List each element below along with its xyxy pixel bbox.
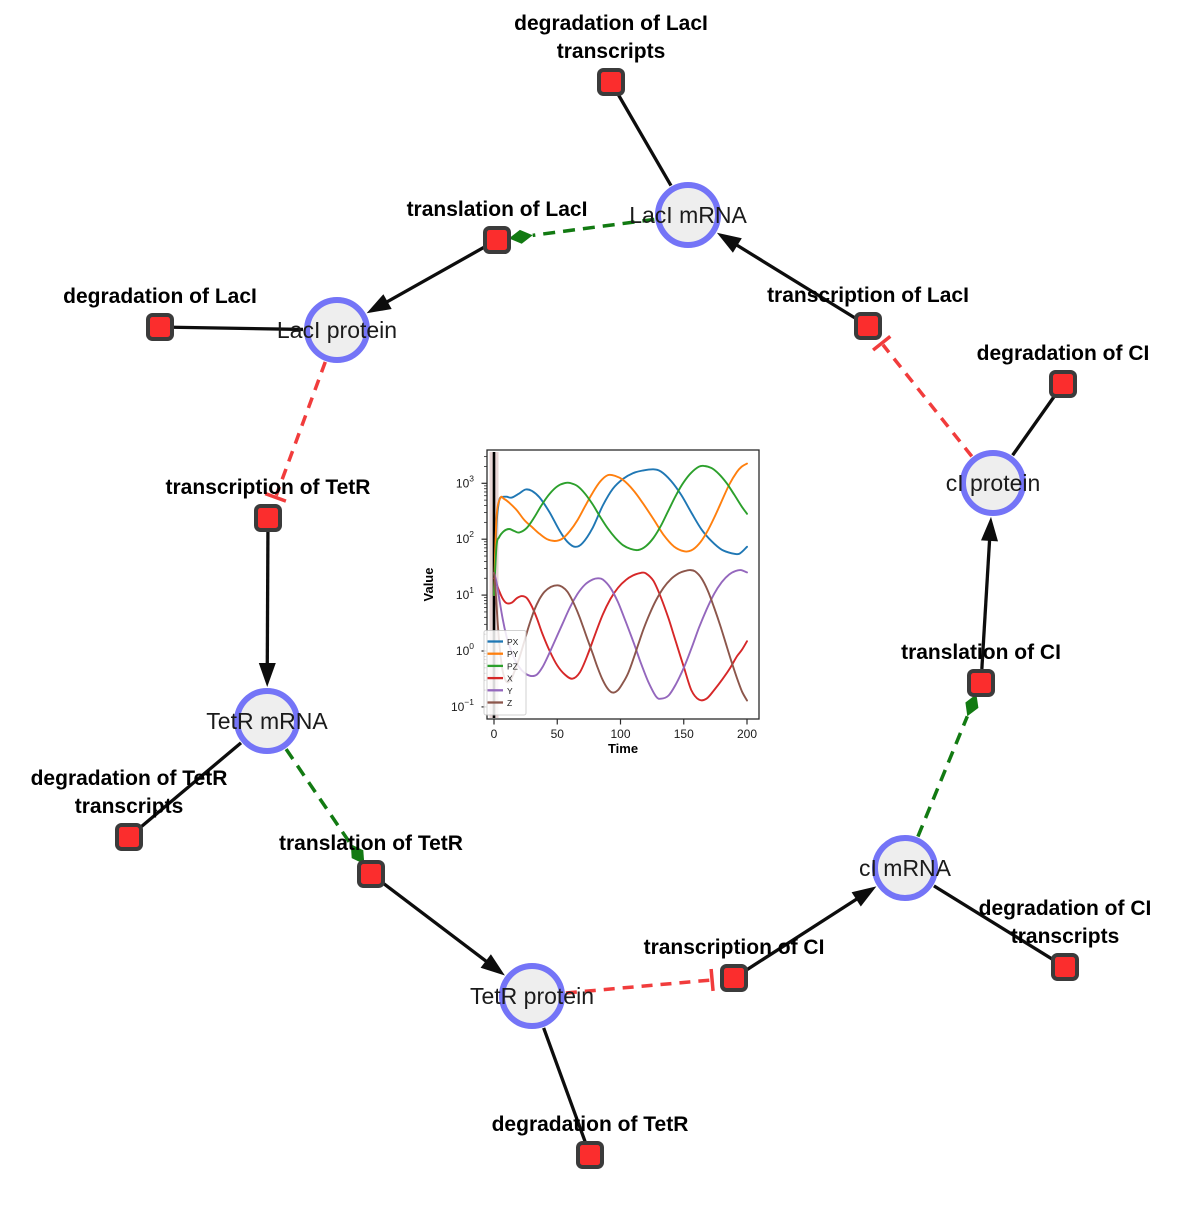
plot-background xyxy=(487,450,759,719)
edge-transl_ci-ci_prot xyxy=(980,516,998,670)
species-node-laci_mrna[interactable] xyxy=(655,182,721,248)
modifier-diamond-arrowhead xyxy=(965,694,979,717)
inhibition-tbar xyxy=(709,968,715,992)
labels-layer: degradation of LacI transcripts translatio… xyxy=(31,12,1152,1136)
edge-tetr_prot-tx_ci xyxy=(565,968,715,995)
reaction-label-tx_laci: transcription of LacI xyxy=(767,284,969,307)
reaction-node-tx_ci[interactable] xyxy=(720,964,748,992)
edge-ci_mrna-deg_ci_tx xyxy=(933,884,1055,962)
edge-laci_mrna-deg_laci_tx xyxy=(616,92,673,187)
y-tick-label: 100 xyxy=(456,641,474,658)
reaction-node-tx_laci[interactable] xyxy=(854,312,882,340)
species-node-ci_prot[interactable] xyxy=(960,450,1026,516)
reaction-label-tx_tetr: transcription of TetR xyxy=(166,476,371,499)
species-node-laci_prot[interactable] xyxy=(304,297,370,363)
legend-label-PY: PY xyxy=(507,649,519,659)
reaction-label-deg_tetr_tx: degradation of TetR xyxy=(31,767,228,790)
y-tick-label: 103 xyxy=(456,473,474,490)
reaction-node-transl_laci[interactable] xyxy=(483,226,511,254)
edge-laci_prot-deg_laci xyxy=(172,325,304,332)
reaction-label-deg_laci: degradation of LacI xyxy=(63,285,257,308)
species-node-ci_mrna[interactable] xyxy=(872,835,938,901)
reaction-node-deg_ci[interactable] xyxy=(1049,370,1077,398)
legend-label-PZ: PZ xyxy=(507,661,518,671)
x-tick-label: 150 xyxy=(674,727,694,741)
reaction-label-transl_tetr: translation of TetR xyxy=(279,832,463,855)
reaction-label-transl_ci: translation of CI xyxy=(901,641,1061,664)
series-line-PX xyxy=(493,468,748,597)
reaction-label-deg_tetr_tx: transcripts xyxy=(75,795,184,818)
species-label-ci_prot: cI protein xyxy=(946,470,1041,496)
reaction-label-deg_ci_tx: degradation of CI xyxy=(979,897,1152,920)
legend-box xyxy=(483,630,527,716)
edge-transl_laci-laci_prot xyxy=(366,245,486,314)
y-tick-label: 101 xyxy=(456,585,474,602)
edge-ci_prot-tx_laci xyxy=(872,334,974,458)
species-label-tetr_mrna: TetR mRNA xyxy=(206,708,328,734)
x-tick-label: 100 xyxy=(610,727,630,741)
legend-label-Y: Y xyxy=(507,686,513,696)
reaction-label-tx_ci: transcription of CI xyxy=(644,936,825,959)
modifier-diamond-arrowhead xyxy=(350,844,365,865)
reaction-label-deg_ci_tx: transcripts xyxy=(1011,925,1120,948)
x-axis-label: Time xyxy=(608,741,638,756)
y-tick-label: 102 xyxy=(456,529,474,546)
y-tick-label: 10−1 xyxy=(451,697,474,714)
edge-transl_tetr-tetr_prot xyxy=(381,881,505,976)
species-nodes-layer xyxy=(234,182,1026,1029)
edge-tetr_mrna-transl_tetr xyxy=(284,748,365,865)
x-tick-label: 50 xyxy=(551,727,565,741)
x-tick-label: 0 xyxy=(491,727,498,741)
reaction-label-transl_laci: translation of LacI xyxy=(407,198,588,221)
edge-laci_mrna-transl_laci xyxy=(508,217,655,244)
series-line-X xyxy=(493,571,748,702)
reaction-node-transl_ci[interactable] xyxy=(967,669,995,697)
chart-legend: PX PY PZ XYZ xyxy=(483,630,527,716)
reaction-nodes-layer xyxy=(115,68,1079,1169)
reaction-label-deg_tetr: degradation of TetR xyxy=(492,1113,689,1136)
plot-frame xyxy=(486,449,760,720)
legend-label-PX: PX xyxy=(507,637,519,647)
y-axis-label: Value xyxy=(421,568,436,602)
species-label-laci_mrna: LacI mRNA xyxy=(629,202,747,228)
series-line-PZ xyxy=(493,464,748,597)
edge-laci_prot-tx_tetr xyxy=(264,361,327,503)
species-node-tetr_mrna[interactable] xyxy=(234,688,300,754)
x-tick-label: 200 xyxy=(737,727,757,741)
inhibition-tbar xyxy=(264,491,287,503)
species-label-laci_prot: LacI protein xyxy=(277,317,397,343)
edge-tetr_mrna-deg_tetr_tx xyxy=(137,741,243,830)
edge-tx_laci-laci_mrna xyxy=(716,232,857,321)
edges-layer xyxy=(137,92,1057,1144)
species-label-tetr_prot: TetR protein xyxy=(470,983,594,1009)
modifier-diamond-arrowhead xyxy=(508,229,533,244)
reaction-label-deg_ci: degradation of CI xyxy=(977,342,1150,365)
reaction-node-deg_tetr_tx[interactable] xyxy=(115,823,143,851)
reaction-node-tx_tetr[interactable] xyxy=(254,504,282,532)
reaction-node-deg_ci_tx[interactable] xyxy=(1051,953,1079,981)
species-node-tetr_prot[interactable] xyxy=(499,963,565,1029)
reaction-node-deg_laci_tx[interactable] xyxy=(597,68,625,96)
legend-label-X: X xyxy=(507,674,513,684)
series-line-PY xyxy=(493,462,748,597)
reaction-node-deg_tetr[interactable] xyxy=(576,1141,604,1169)
species-label-ci_mrna: cI mRNA xyxy=(859,855,952,881)
edge-ci_mrna-transl_ci xyxy=(916,694,979,838)
reaction-node-transl_tetr[interactable] xyxy=(357,860,385,888)
edge-tetr_prot-deg_tetr xyxy=(542,1027,588,1144)
reaction-label-deg_laci_tx: transcripts xyxy=(557,40,666,63)
edge-tx_tetr-tetr_mrna xyxy=(258,531,276,687)
edge-tx_ci-ci_mrna xyxy=(744,886,877,972)
reaction-label-deg_laci_tx: degradation of LacI xyxy=(514,12,708,35)
reaction-node-deg_laci[interactable] xyxy=(146,313,174,341)
legend-label-Z: Z xyxy=(507,698,512,708)
edge-ci_prot-deg_ci xyxy=(1011,393,1057,457)
inhibition-tbar xyxy=(872,334,892,352)
